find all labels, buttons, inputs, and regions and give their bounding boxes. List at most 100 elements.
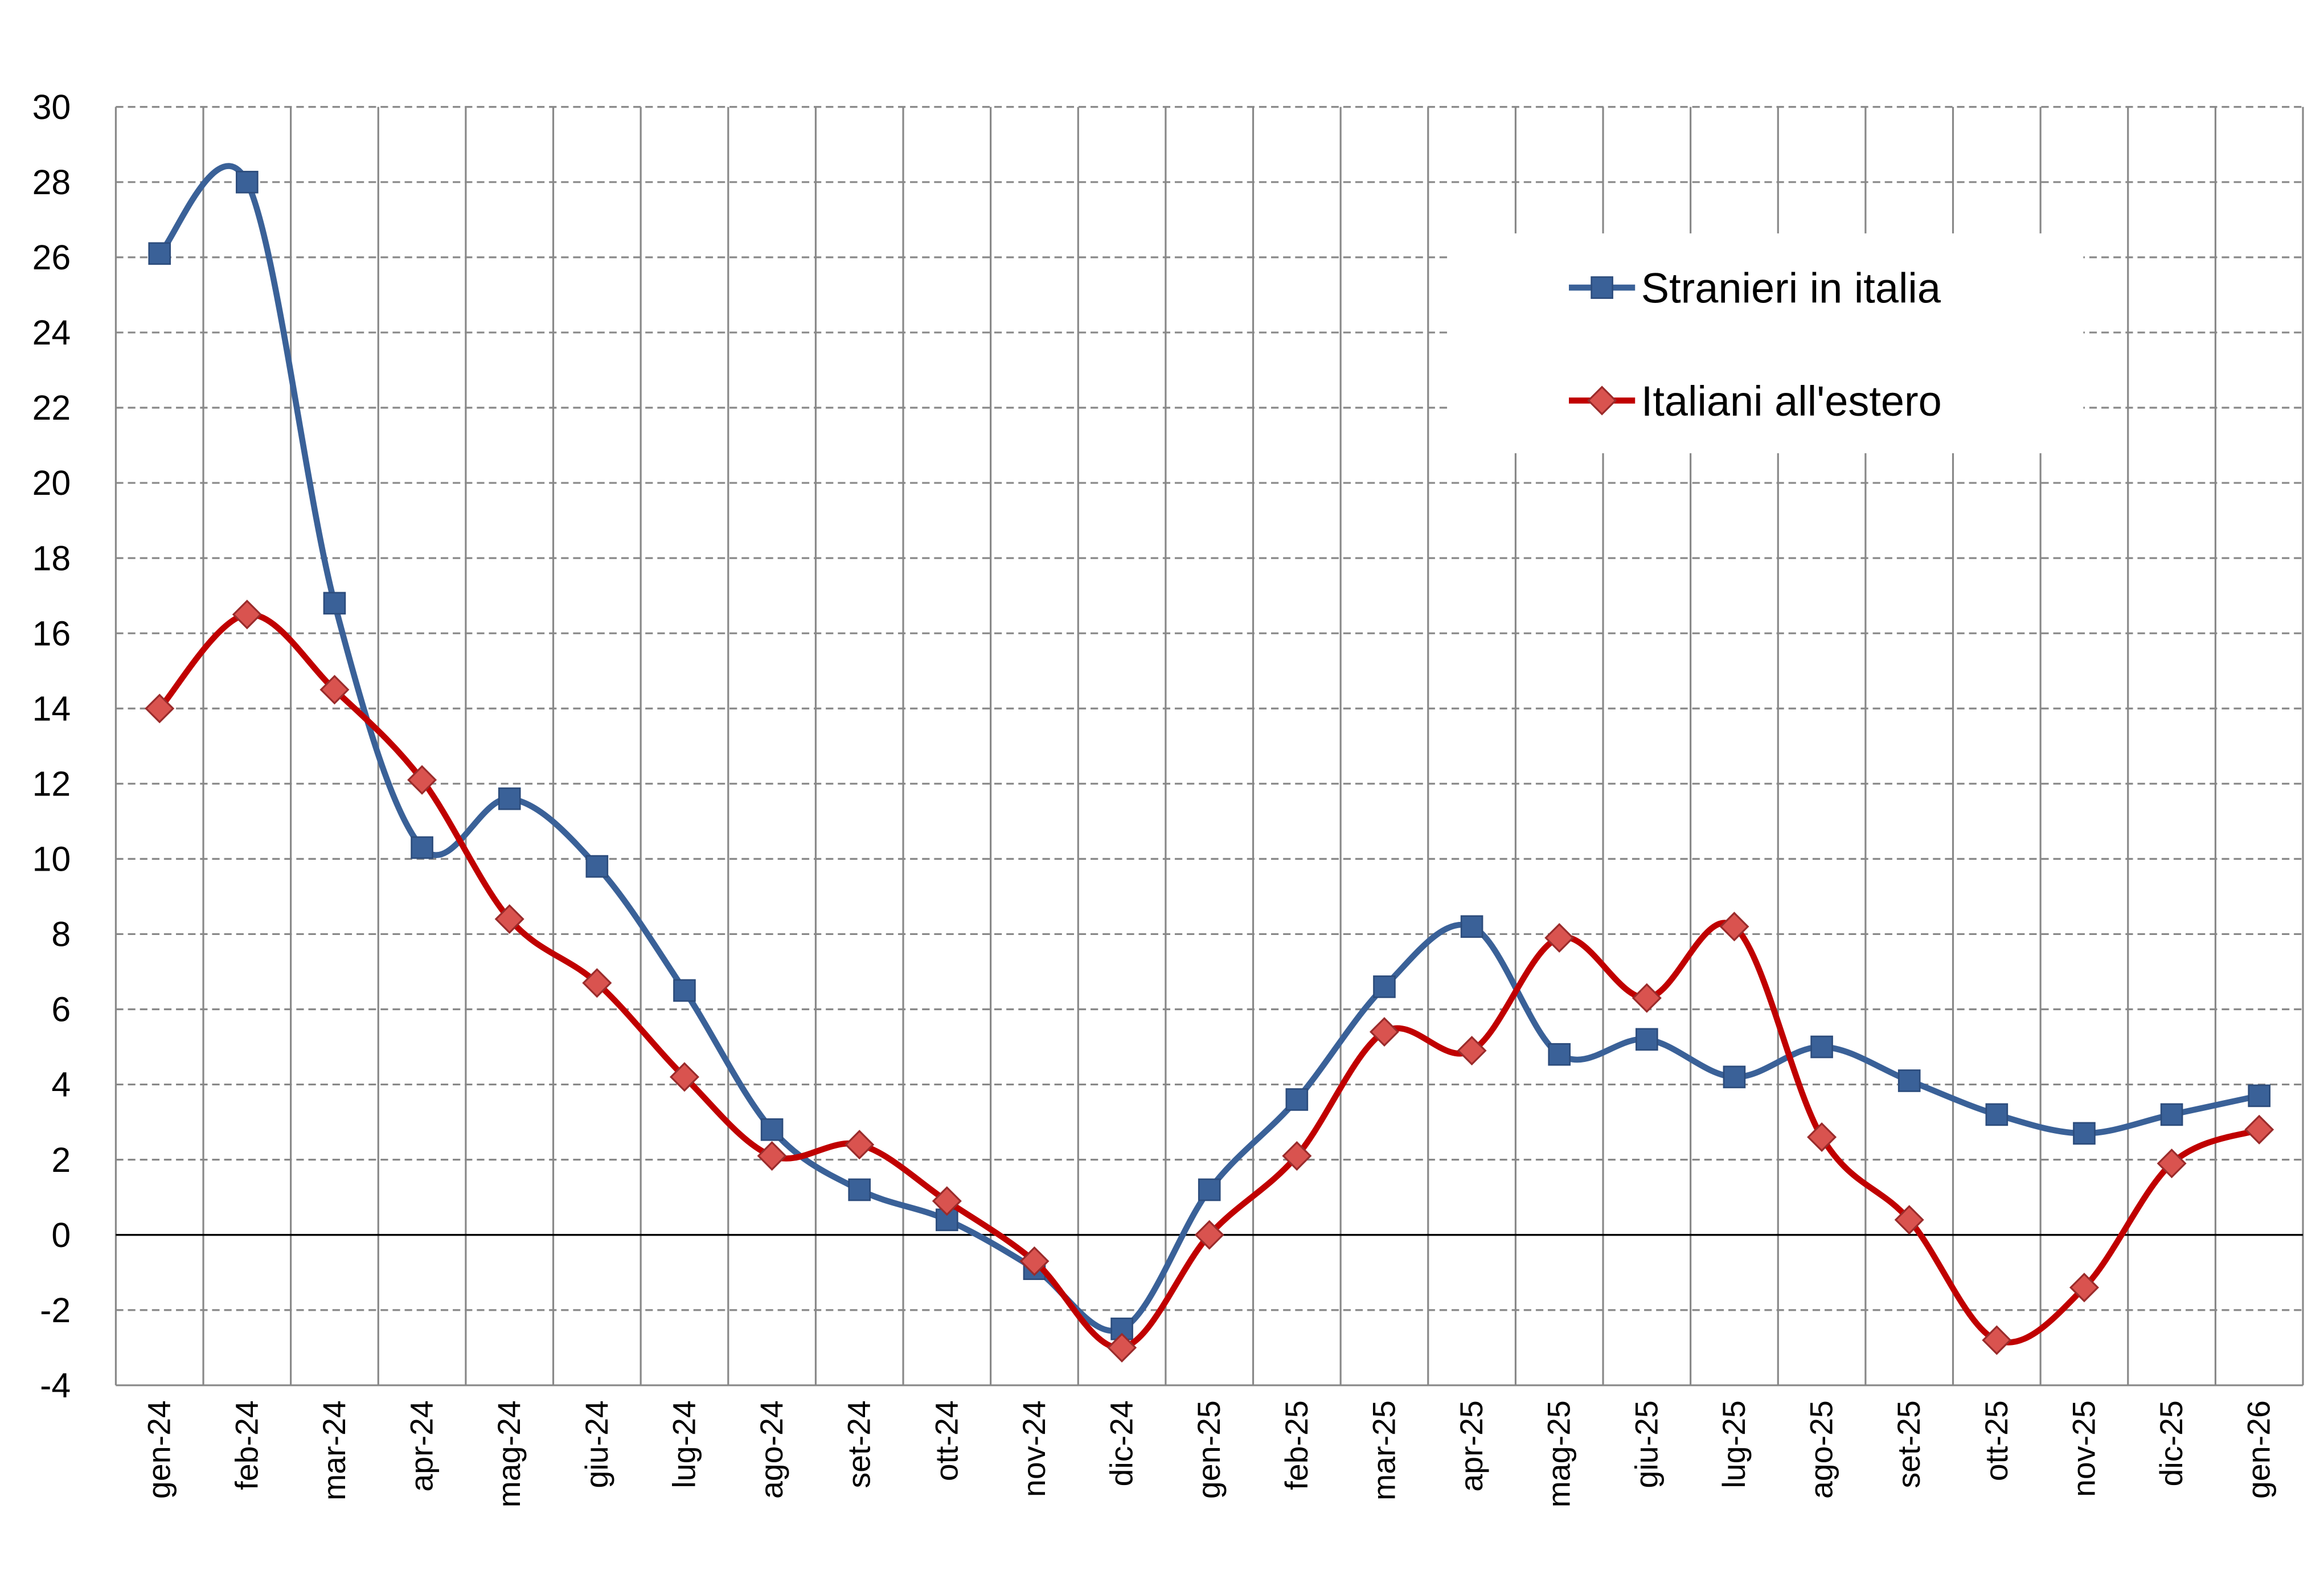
y-tick-label: 30 [32,88,71,126]
x-tick-label: set-24 [842,1400,877,1488]
x-tick-label: dic-24 [1104,1400,1140,1486]
x-tick-label: gen-25 [1191,1400,1227,1499]
y-tick-label: 0 [51,1216,71,1254]
data-point [2073,1122,2096,1145]
x-tick-label: mar-24 [317,1400,352,1500]
data-point [1019,1246,1050,1276]
y-tick-label: 8 [51,915,71,954]
y-tick-label: 20 [32,464,71,502]
data-point [236,170,259,194]
data-point [1198,1178,1221,1201]
data-point [1807,1122,1837,1152]
data-point [673,979,696,1002]
series-layer [145,163,2274,1363]
x-tick-label: mar-25 [1366,1400,1401,1500]
x-tick-label: apr-25 [1454,1400,1489,1492]
data-point [1544,922,1575,953]
legend-marker [1591,276,1613,299]
x-tick-label: nov-24 [1017,1400,1052,1497]
x-tick-label: giu-24 [579,1400,614,1488]
data-point [2160,1103,2183,1126]
y-tick-label: 26 [32,238,71,277]
x-tick-label: ott-24 [929,1400,964,1481]
data-point [585,855,609,878]
data-point [669,1062,699,1092]
data-point [1107,1332,1137,1363]
x-tick-label: giu-25 [1629,1400,1664,1488]
legend-background [1448,233,2084,453]
data-point [498,787,521,810]
y-tick-label: 4 [51,1065,71,1104]
data-point [2069,1273,2099,1303]
data-point [2248,1084,2271,1108]
x-tick-label: lug-24 [666,1400,702,1488]
data-point [1985,1103,2009,1126]
data-point [1636,1028,1658,1051]
data-point [323,592,346,615]
legend-label: Italiani all'estero [1641,378,1942,425]
legend-marker [1587,385,1617,416]
data-point [494,904,524,934]
legend-item: Italiani all'estero [1569,378,1942,425]
series-italiani-allestero [145,600,2274,1363]
data-point [1282,1141,1312,1171]
legend-label: Stranieri in italia [1641,264,1941,311]
data-point [1897,1069,1921,1092]
data-point [232,600,262,630]
data-point [1719,912,1749,942]
x-tick-label: gen-24 [142,1400,177,1499]
data-point [319,675,350,705]
data-point [1548,1043,1571,1066]
data-point [582,968,612,998]
data-point [1285,1088,1309,1111]
y-tick-label: 22 [32,388,71,427]
data-point [1194,1220,1224,1250]
grid [114,106,2304,1387]
data-point [757,1141,787,1171]
data-point [1373,975,1396,998]
x-tick-label: dic-25 [2154,1400,2189,1486]
legend-item: Stranieri in italia [1569,264,1941,312]
x-tick-label: ago-24 [754,1400,789,1499]
data-point [1723,1065,1746,1089]
y-tick-label: 6 [51,990,71,1029]
x-tick-label: feb-24 [229,1400,264,1490]
y-tick-label: 18 [32,539,71,577]
data-point [1369,1017,1399,1047]
data-point [1810,1035,1833,1059]
data-point [1632,983,1662,1013]
legend: Stranieri in italia Italiani all'estero [1569,264,1942,425]
y-tick-label: 14 [32,689,71,728]
x-tick-label: lug-25 [1716,1400,1752,1488]
data-point [2157,1149,2187,1179]
legend-box [1448,233,2084,453]
data-point [848,1178,871,1201]
y-tick-label: -4 [40,1366,71,1405]
x-tick-label: gen-26 [2241,1400,2277,1499]
x-tick-label: feb-25 [1279,1400,1314,1490]
x-tick-label: ago-25 [1804,1400,1839,1499]
data-point [932,1186,962,1216]
y-tick-label: 24 [32,313,71,352]
y-tick-label: 10 [32,839,71,878]
x-tick-label: mag-24 [491,1400,527,1507]
x-tick-label: ott-25 [1979,1400,2014,1481]
y-tick-label: -2 [40,1291,71,1330]
data-point [1982,1325,2012,1355]
x-tick-label: apr-24 [404,1400,440,1492]
data-point [1894,1205,1924,1235]
data-point [411,836,433,859]
series-stranieri-in-italia [148,163,2271,1340]
y-tick-label: 12 [32,764,71,803]
data-point [2244,1114,2274,1145]
y-tick-label: 16 [32,614,71,653]
data-point [407,765,437,795]
y-tick-label: 2 [51,1141,71,1179]
x-tick-label: nov-25 [2066,1400,2101,1497]
y-tick-label: 28 [32,163,71,202]
data-point [1460,915,1483,938]
data-point [145,694,175,724]
data-point [760,1118,784,1141]
